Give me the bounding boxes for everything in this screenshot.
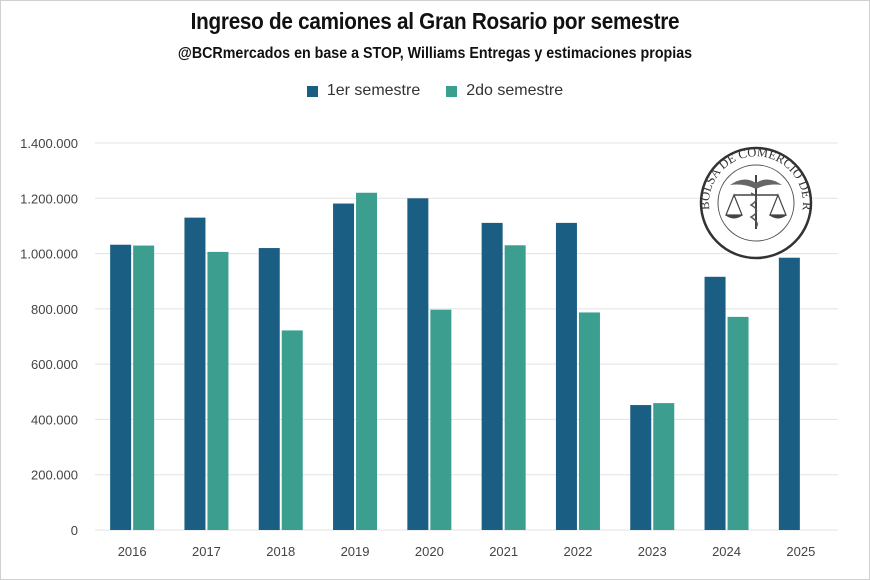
y-tick-label: 0 — [71, 523, 78, 538]
y-tick-label: 1.000.000 — [20, 247, 78, 262]
legend-swatch — [446, 85, 458, 97]
bar-1er-semestre-2016 — [110, 244, 132, 530]
legend-item-2do-semestre: 2do semestre — [446, 82, 563, 100]
legend: 1er semestre 2do semestre — [0, 82, 870, 100]
y-tick-label: 1.400.000 — [20, 136, 78, 151]
bar-1er-semestre-2024 — [704, 276, 726, 530]
bar-2do-semestre-2023 — [653, 403, 675, 530]
x-tick-label: 2022 — [563, 544, 592, 559]
legend-swatch — [306, 85, 318, 97]
bar-2do-semestre-2019 — [356, 192, 378, 530]
bar-2do-semestre-2016 — [133, 245, 155, 530]
bar-1er-semestre-2017 — [184, 217, 206, 530]
chart-subtitle: @BCRmercados en base a STOP, Williams En… — [177, 45, 693, 62]
x-tick-label: 2016 — [118, 544, 147, 559]
bar-2do-semestre-2017 — [207, 251, 229, 531]
x-tick-label: 2020 — [415, 544, 444, 559]
x-tick-label: 2019 — [341, 544, 370, 559]
x-tick-label: 2018 — [266, 544, 295, 559]
bar-1er-semestre-2023 — [630, 405, 652, 530]
y-tick-label: 200.000 — [31, 468, 78, 483]
x-tick-label: 2023 — [638, 544, 667, 559]
bar-2do-semestre-2021 — [504, 245, 526, 530]
x-tick-label: 2025 — [786, 544, 815, 559]
bar-1er-semestre-2019 — [333, 203, 355, 531]
bar-1er-semestre-2025 — [778, 257, 800, 530]
legend-label: 1er semestre — [326, 82, 421, 99]
y-tick-label: 1.200.000 — [20, 191, 78, 206]
bar-1er-semestre-2020 — [407, 198, 429, 531]
bar-1er-semestre-2021 — [481, 222, 503, 530]
chart-title: Ingreso de camiones al Gran Rosario por … — [190, 8, 680, 34]
bar-2do-semestre-2018 — [281, 330, 303, 530]
legend-label: 2do semestre — [466, 82, 564, 99]
legend-item-1er-semestre: 1er semestre — [306, 82, 421, 100]
y-tick-label: 800.000 — [31, 302, 78, 317]
y-tick-label: 400.000 — [31, 412, 78, 427]
bar-2do-semestre-2022 — [578, 312, 600, 530]
x-tick-label: 2024 — [712, 544, 741, 559]
x-tick-label: 2021 — [489, 544, 518, 559]
bar-1er-semestre-2022 — [555, 222, 577, 530]
bar-2do-semestre-2024 — [727, 316, 749, 530]
bar-2do-semestre-2020 — [430, 309, 452, 530]
y-tick-label: 600.000 — [31, 357, 78, 372]
x-tick-label: 2017 — [192, 544, 221, 559]
bar-1er-semestre-2018 — [258, 248, 280, 531]
bolsa-comercio-rosario-seal-logo: BOLSA DE COMERCIO DE ROSARIO — [698, 145, 814, 260]
